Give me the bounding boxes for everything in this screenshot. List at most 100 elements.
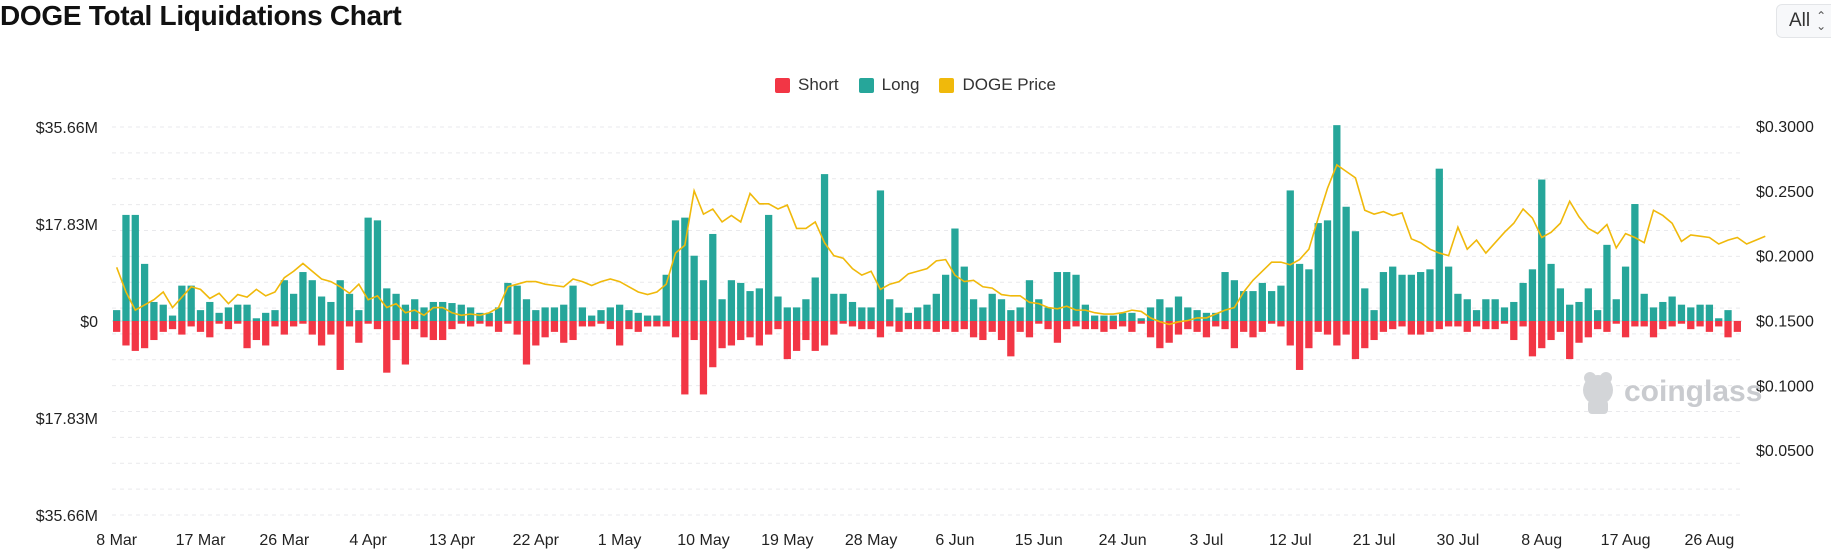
long-bar[interactable] [969,299,978,321]
short-bar[interactable] [1398,321,1406,327]
short-bar[interactable] [755,321,763,346]
short-bar[interactable] [690,321,698,341]
long-bar[interactable] [1063,272,1071,321]
short-bar[interactable] [997,321,1006,341]
long-bar[interactable] [1137,318,1145,321]
legend-item-price[interactable]: DOGE Price [939,75,1056,95]
short-bar[interactable] [1715,321,1723,327]
short-bar[interactable] [1007,321,1015,357]
short-bar[interactable] [858,321,866,330]
short-bar[interactable] [457,321,465,324]
long-bar[interactable] [1240,291,1248,321]
short-bar[interactable] [280,321,288,335]
short-bar[interactable] [578,321,587,327]
long-bar[interactable] [457,304,465,321]
short-bar[interactable] [1361,321,1369,349]
short-bar[interactable] [401,321,410,365]
long-bar[interactable] [522,299,531,321]
long-bar[interactable] [1659,301,1667,321]
short-bar[interactable] [699,321,708,395]
short-bar[interactable] [299,321,307,324]
short-bar[interactable] [1649,321,1658,338]
long-bar[interactable] [1184,307,1192,321]
short-bar[interactable] [224,321,233,330]
short-bar[interactable] [1491,321,1499,330]
long-bar[interactable] [224,307,233,321]
short-bar[interactable] [1118,321,1127,327]
long-bar[interactable] [1724,310,1732,321]
short-bar[interactable] [1454,321,1462,327]
long-bar[interactable] [1398,274,1406,321]
short-bar[interactable] [1295,321,1304,370]
short-bar[interactable] [588,321,596,327]
long-bar[interactable] [709,233,717,321]
short-bar[interactable] [1668,321,1676,327]
long-bar[interactable] [1454,293,1462,321]
short-bar[interactable] [1091,321,1099,330]
short-bar[interactable] [243,321,251,349]
short-bar[interactable] [485,321,493,327]
short-bar[interactable] [522,321,531,365]
long-bar[interactable] [625,310,633,321]
long-bar[interactable] [485,312,493,321]
long-bar[interactable] [159,304,167,321]
long-bar[interactable] [1649,307,1658,321]
long-bar[interactable] [373,220,382,321]
long-bar[interactable] [876,190,885,321]
long-bar[interactable] [234,304,242,321]
long-bar[interactable] [1268,291,1276,321]
short-bar[interactable] [951,321,959,332]
long-bar[interactable] [1202,312,1211,321]
long-bar[interactable] [1705,304,1714,321]
long-bar[interactable] [848,301,857,321]
short-bar[interactable] [737,321,745,341]
long-bar[interactable] [932,293,940,321]
short-bar[interactable] [290,321,298,327]
long-bar[interactable] [196,310,205,321]
long-bar[interactable] [737,282,745,321]
short-bar[interactable] [504,321,512,324]
long-bar[interactable] [1435,168,1443,321]
long-bar[interactable] [755,288,763,321]
long-bar[interactable] [476,312,484,321]
short-bar[interactable] [597,321,605,324]
long-bar[interactable] [1333,125,1341,322]
short-bar[interactable] [355,321,363,343]
long-bar[interactable] [308,280,316,321]
long-bar[interactable] [1277,285,1285,321]
short-bar[interactable] [550,321,559,332]
long-bar[interactable] [690,255,698,321]
long-bar[interactable] [1407,274,1415,321]
long-bar[interactable] [802,299,810,321]
long-bar[interactable] [1426,269,1434,321]
long-bar[interactable] [1463,299,1471,321]
long-bar[interactable] [988,293,996,321]
short-bar[interactable] [373,321,382,330]
long-bar[interactable] [420,307,428,321]
short-bar[interactable] [960,321,968,330]
long-bar[interactable] [168,315,177,321]
long-bar[interactable] [1314,223,1322,321]
long-bar[interactable] [1696,304,1704,321]
short-bar[interactable] [336,321,344,370]
short-bar[interactable] [1249,321,1257,338]
long-bar[interactable] [290,293,298,321]
long-bar[interactable] [1016,307,1024,321]
long-bar[interactable] [783,307,791,321]
short-bar[interactable] [1594,321,1602,330]
long-bar[interactable] [1165,307,1173,321]
short-bar[interactable] [494,321,503,332]
long-bar[interactable] [345,293,354,321]
long-bar[interactable] [1491,299,1499,321]
short-bar[interactable] [1379,321,1388,332]
short-bar[interactable] [532,321,540,346]
long-bar[interactable] [178,285,186,321]
long-bar[interactable] [439,301,447,321]
short-bar[interactable] [802,321,810,341]
short-bar[interactable] [1435,321,1443,330]
short-bar[interactable] [1370,321,1378,341]
long-bar[interactable] [187,285,195,321]
short-bar[interactable] [1603,321,1611,332]
long-bar[interactable] [215,312,223,321]
